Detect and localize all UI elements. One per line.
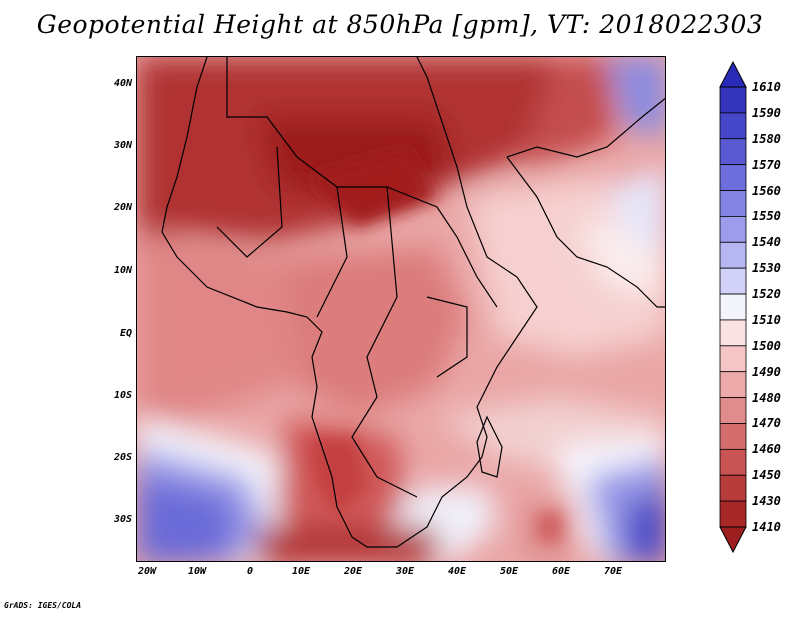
colorbar-band [719,345,747,373]
colorbar-band [719,164,747,191]
lat-label-20s: 20S [113,452,132,463]
contour-field [137,57,665,561]
colorbar-bottom-arrow [719,526,747,554]
colorbar-band [719,216,747,243]
colorbar-label-1450: 1450 [752,468,781,483]
colorbar-label-1530: 1530 [752,261,781,276]
lon-label-40e: 40E [447,566,467,577]
colorbar-label-1410: 1410 [752,520,781,534]
lon-label-0: 0 [246,566,254,577]
colorbar-band [719,267,747,295]
colorbar-label-1430: 1430 [752,494,781,509]
colorbar-band [719,474,747,502]
colorbar-band [719,138,747,166]
colorbar-label-1580: 1580 [752,131,781,146]
lon-label-20w: 20W [137,566,157,577]
lon-label-70e: 70E [603,566,623,577]
colorbar-label-1540: 1540 [752,235,781,250]
colorbar-label-1500: 1500 [752,338,781,353]
colorbar-label-1510: 1510 [752,312,781,327]
colorbar-band [719,112,747,140]
colorbar-band [719,86,747,114]
map-panel [136,56,666,562]
grads-credit: GrADS: IGES/COLA [4,601,82,610]
colorbar-label-1590: 1590 [752,105,781,120]
lon-label-60e: 60E [551,566,571,577]
colorbar-band [719,371,747,398]
colorbar-label-1550: 1550 [752,209,781,224]
colorbar-label-1520: 1520 [752,287,781,302]
colorbar-label-1560: 1560 [752,183,781,198]
lon-label-20e: 20E [343,566,363,577]
lat-label-10n: 10N [113,265,132,276]
lon-label-50e: 50E [499,566,519,577]
lon-label-10e: 10E [291,566,311,577]
colorbar-band [719,190,747,217]
colorbar-band [719,241,747,269]
colorbar-band [719,319,747,347]
colorbar-top-arrow [719,60,747,88]
lat-label-10s: 10S [113,390,132,401]
colorbar-label-1460: 1460 [752,442,781,457]
lat-label-eq: EQ [119,328,132,339]
colorbar-label-1470: 1470 [752,416,781,431]
coastlines [161,57,665,548]
colorbar-band [719,397,747,424]
colorbar-label-1480: 1480 [752,390,781,405]
colorbar-band [719,448,747,476]
lat-label-20n: 20N [113,202,132,213]
colorbar-label-1570: 1570 [752,157,781,172]
colorbar-label-1610: 1610 [752,80,781,94]
colorbar-band [719,293,747,321]
colorbar-band [719,423,747,450]
colorbar-label-1490: 1490 [752,364,781,379]
lon-label-30e: 30E [395,566,415,577]
lat-label-40n: 40N [113,78,132,89]
colorbar-band [719,500,747,528]
colorbar [719,60,747,554]
lon-label-10w: 10W [187,566,207,577]
lat-label-30s: 30S [113,514,132,525]
map-title: Geopotential Height at 850hPa [gpm], VT:… [36,10,764,39]
lat-label-30n: 30N [113,140,132,151]
